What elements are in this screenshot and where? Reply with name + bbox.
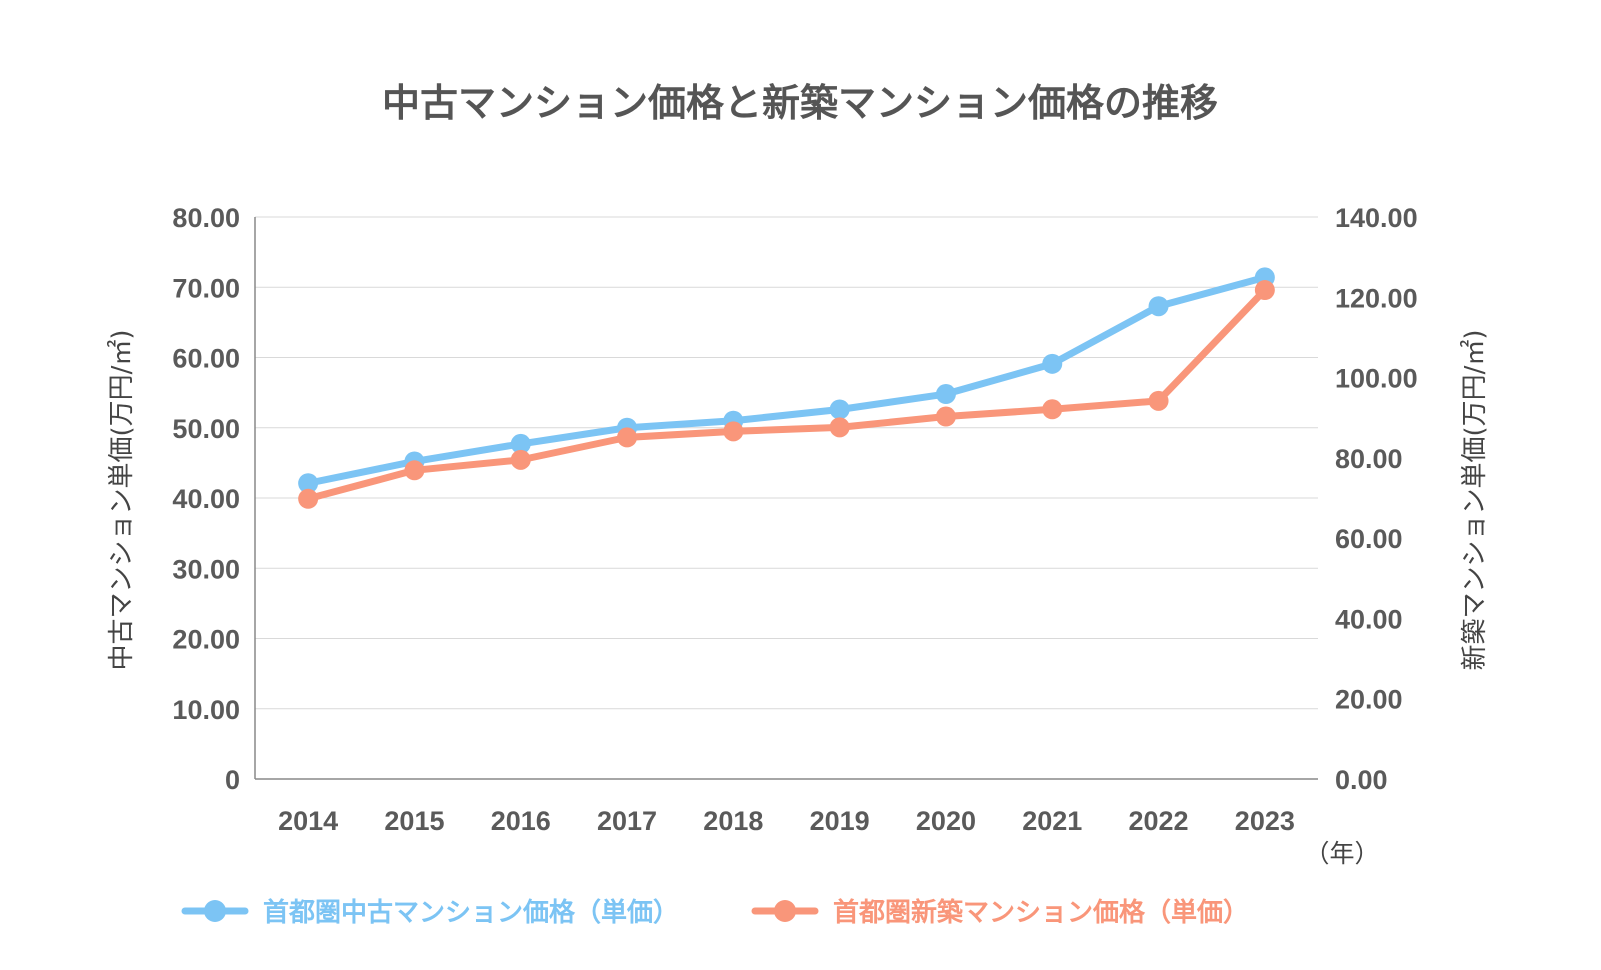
data-point [1042,353,1063,374]
x-axis-unit: （年） [1304,839,1379,868]
data-point [298,488,319,509]
right-tick-label: 140.00 [1335,203,1418,233]
data-point [1148,296,1169,317]
right-y-axis-title: 新築マンション単価(万円/㎡) [1460,329,1490,670]
right-tick-label: 0.00 [1335,765,1388,795]
axes [254,217,1318,780]
series-1 [298,267,1275,494]
x-tick-label: 2022 [1129,806,1189,836]
left-tick-label: 70.00 [172,273,240,303]
legend-marker [204,900,226,922]
legend-label: 首都圏中古マンション価格（単価） [263,897,679,928]
series-2 [298,280,1275,509]
x-tick-label: 2021 [1022,806,1082,836]
x-tick-label: 2016 [491,806,551,836]
right-tick-label: 60.00 [1335,524,1403,554]
left-tick-label: 50.00 [172,414,240,444]
right-y-axis-ticks: 0.00 20.00 40.00 60.00 80.00 100.00 120.00 140.… [1335,203,1418,795]
x-axis-ticks: 2014 2015 2016 2017 2018 2019 2020 2021 2022 2023 [278,806,1295,836]
left-tick-label: 60.00 [172,344,240,374]
x-tick-label: 2017 [597,806,657,836]
chart-title: 中古マンション価格と新築マンション価格の推移 [382,81,1218,125]
x-tick-label: 2018 [703,806,763,836]
legend-item: 首都圏新築マンション価格（単価） [751,897,1249,928]
x-tick-label: 2023 [1235,806,1295,836]
series-line [304,273,1269,487]
series-line [304,286,1269,503]
left-tick-label: 0 [225,765,240,795]
data-point [510,433,531,454]
x-tick-label: 2020 [916,806,976,836]
right-tick-label: 40.00 [1335,604,1403,634]
data-point [510,449,531,470]
x-tick-label: 2019 [810,806,870,836]
legend-label: 首都圏新築マンション価格（単価） [833,897,1249,928]
data-point [723,421,744,442]
x-tick-label: 2015 [384,806,444,836]
data-point [1254,280,1275,301]
series [298,267,1275,509]
data-point [829,417,850,438]
left-tick-label: 80.00 [172,203,240,233]
right-tick-label: 120.00 [1335,283,1418,313]
right-tick-label: 20.00 [1335,685,1403,715]
data-point [1148,390,1169,411]
data-point [298,473,319,494]
left-y-axis-ticks: 0 10.00 20.00 30.00 40.00 50.00 60.00 70.00 80.0… [172,203,240,795]
left-tick-label: 10.00 [172,695,240,725]
left-tick-label: 40.00 [172,484,240,514]
x-tick-label: 2014 [278,806,338,836]
data-point [1042,399,1063,420]
legend: 首都圏中古マンション価格（単価） 首都圏新築マンション価格（単価） [181,897,1249,928]
left-tick-label: 30.00 [172,554,240,584]
data-point [617,427,638,448]
data-point [935,406,956,427]
legend-marker [774,900,796,922]
legend-item: 首都圏中古マンション価格（単価） [181,897,679,928]
left-y-axis-title: 中古マンション単価(万円/㎡) [107,329,137,670]
right-tick-label: 80.00 [1335,444,1403,474]
data-point [935,384,956,405]
left-tick-label: 20.00 [172,625,240,655]
right-tick-label: 100.00 [1335,364,1418,394]
data-point [829,399,850,420]
data-point [404,460,425,481]
